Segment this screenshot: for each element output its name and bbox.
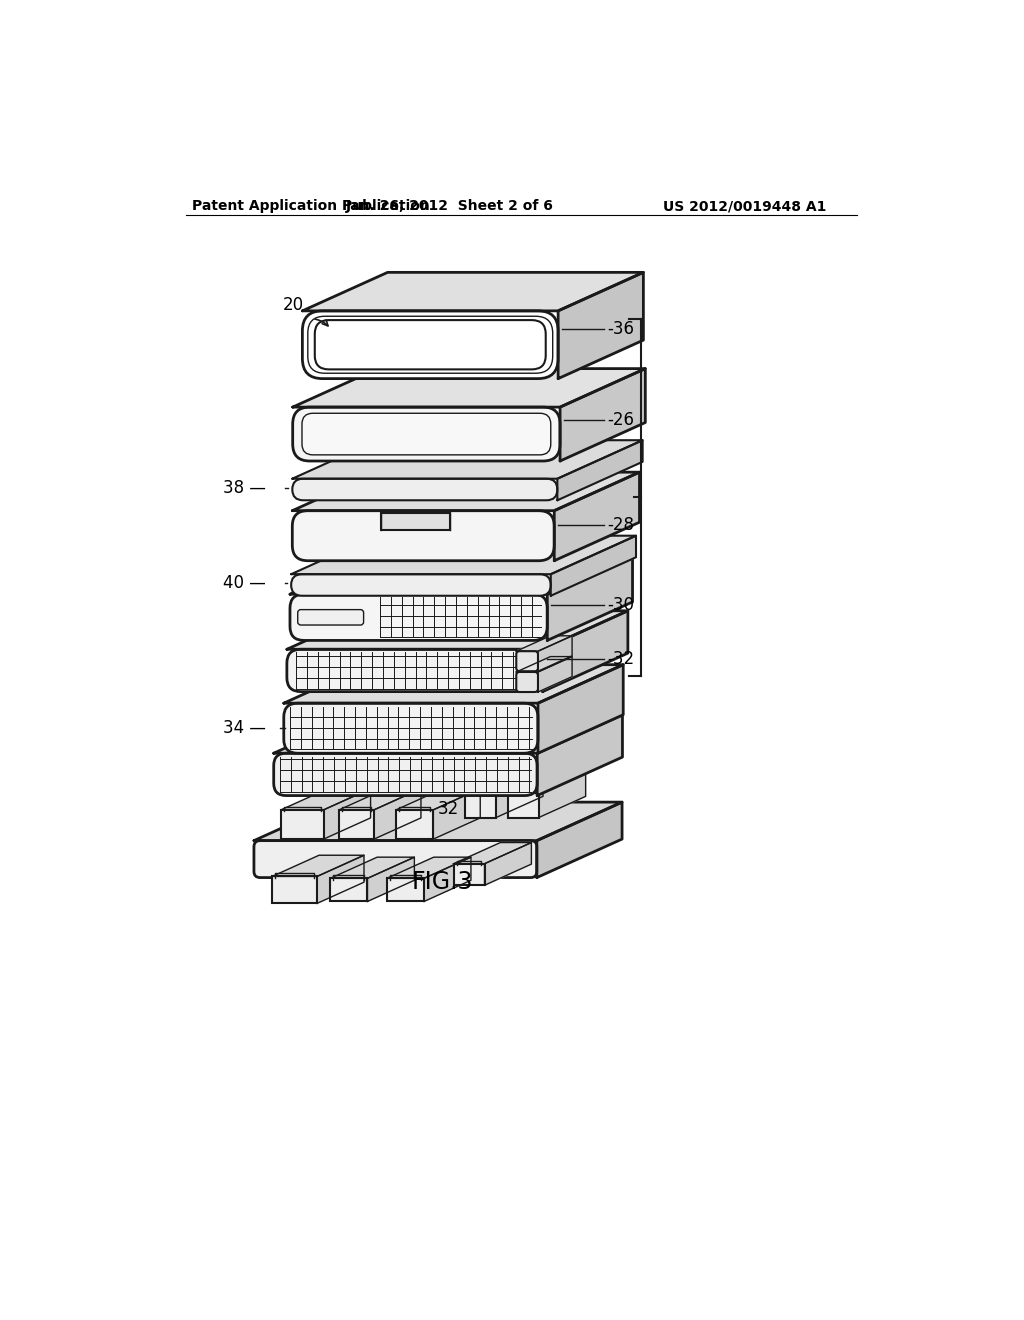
Polygon shape [554,473,640,561]
Polygon shape [538,714,623,796]
Text: 40 —: 40 — [223,574,266,593]
Text: 32: 32 [438,800,459,818]
Bar [331,878,368,902]
Polygon shape [484,842,531,886]
FancyBboxPatch shape [516,672,538,692]
FancyBboxPatch shape [516,651,538,671]
Polygon shape [508,772,586,793]
Text: Patent Application Publication: Patent Application Publication [191,199,429,213]
Text: -26: -26 [607,412,634,429]
FancyBboxPatch shape [284,704,538,754]
FancyBboxPatch shape [292,511,554,561]
Polygon shape [291,536,636,574]
Polygon shape [284,665,624,704]
FancyBboxPatch shape [287,649,543,692]
Polygon shape [558,272,643,379]
Bar [381,513,451,529]
Polygon shape [273,714,623,754]
Polygon shape [516,656,572,672]
Text: -30: -30 [607,597,634,614]
Polygon shape [516,636,572,651]
Polygon shape [396,788,480,810]
Polygon shape [331,857,415,878]
Polygon shape [272,855,364,876]
Polygon shape [538,636,572,671]
Polygon shape [424,857,471,902]
Polygon shape [290,556,633,594]
Polygon shape [254,803,622,841]
FancyBboxPatch shape [290,594,547,640]
Text: 34 —: 34 — [223,719,266,737]
FancyBboxPatch shape [292,479,557,500]
Bar [454,863,484,886]
Bar [508,793,539,817]
Polygon shape [465,772,543,793]
Bar [387,878,424,902]
Text: -32: -32 [607,649,634,668]
FancyBboxPatch shape [302,413,551,455]
Polygon shape [538,656,572,692]
FancyBboxPatch shape [298,610,364,626]
Polygon shape [293,368,645,407]
Text: -28: -28 [607,516,634,533]
Polygon shape [547,556,633,640]
Polygon shape [287,611,628,649]
Bar [396,810,433,840]
Polygon shape [292,441,643,479]
Polygon shape [324,788,371,840]
Polygon shape [281,788,371,810]
Text: FIG.3: FIG.3 [411,870,473,894]
FancyBboxPatch shape [291,574,551,595]
Text: Jan. 26, 2012  Sheet 2 of 6: Jan. 26, 2012 Sheet 2 of 6 [346,199,554,213]
Polygon shape [538,665,624,754]
FancyBboxPatch shape [254,841,537,878]
Polygon shape [557,441,643,500]
Polygon shape [551,536,636,595]
FancyBboxPatch shape [293,407,560,461]
Text: 38 —: 38 — [223,479,266,496]
Polygon shape [302,272,643,312]
Polygon shape [387,857,471,878]
FancyBboxPatch shape [273,754,538,796]
FancyBboxPatch shape [302,312,558,379]
Bar [339,810,374,840]
Bar [465,793,496,817]
Polygon shape [317,855,364,903]
Polygon shape [433,788,480,840]
Polygon shape [543,611,628,692]
Polygon shape [339,788,421,810]
Bar [272,876,317,903]
Text: 20: 20 [283,296,304,314]
Polygon shape [292,473,640,511]
Text: -36: -36 [607,321,634,338]
Polygon shape [560,368,645,461]
Polygon shape [374,788,421,840]
Polygon shape [454,842,531,863]
Polygon shape [539,772,586,817]
Polygon shape [368,857,415,902]
Bar [281,810,324,840]
Text: US 2012/0019448 A1: US 2012/0019448 A1 [663,199,826,213]
Polygon shape [496,772,543,817]
Polygon shape [537,803,622,878]
FancyBboxPatch shape [314,321,546,370]
